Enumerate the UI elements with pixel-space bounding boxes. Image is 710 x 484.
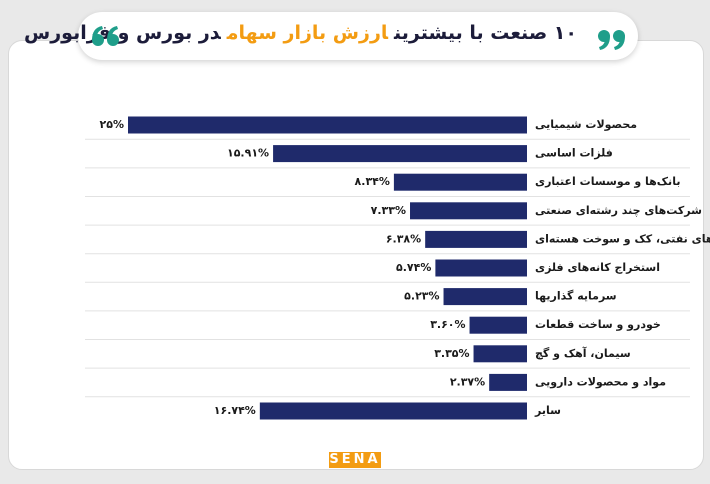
- value-label: ۲.۳۷%: [450, 375, 485, 388]
- category-label: سایر: [534, 404, 561, 417]
- quote-left: [92, 26, 119, 46]
- bar: [489, 373, 527, 391]
- value-label: ۱۵.۹۱%: [227, 147, 269, 160]
- chart-title: ۱۰ صنعت با بیشترینارزش بازار سهامدر بورس…: [24, 22, 580, 44]
- category-label: فلزات اساسی: [535, 147, 613, 160]
- value-label: ۵.۲۳%: [404, 290, 439, 303]
- quote-right: [598, 30, 625, 50]
- title-part: ۱۰ صنعت با بیشترین: [394, 22, 577, 44]
- bar: [469, 316, 527, 334]
- value-label: ۳.۳۵%: [434, 347, 469, 360]
- value-label: ۳.۶۰%: [430, 318, 465, 331]
- bar: [473, 345, 527, 363]
- bar: [128, 116, 527, 134]
- title-banner: [78, 12, 638, 60]
- value-label: ۶.۳۸%: [386, 232, 421, 245]
- category-label: بانک‌ها و موسسات اعتباری: [535, 175, 680, 188]
- bar: [443, 288, 527, 306]
- bar: [425, 230, 527, 248]
- logo: SENA: [329, 452, 381, 468]
- value-label: ۲۵%: [100, 118, 124, 131]
- value-label: ۷.۳۳%: [371, 204, 406, 217]
- value-label: ۱۶.۷۴%: [214, 404, 256, 417]
- category-label: شرکت‌های چند رشته‌ای صنعتی: [535, 204, 702, 217]
- category-label: محصولات شیمیایی: [535, 118, 637, 131]
- bar: [259, 402, 527, 420]
- category-label: مواد و محصولات دارویی: [535, 375, 666, 388]
- title-part: در بورس و فرابورس: [24, 22, 221, 44]
- value-label: ۸.۳۴%: [355, 175, 390, 188]
- bar: [393, 173, 527, 191]
- card: [8, 40, 704, 470]
- category-label: فراورده‌های نفتی، کک و سوخت هسته‌ای: [535, 232, 710, 245]
- category-label: خودرو و ساخت قطعات: [535, 318, 661, 331]
- category-label: سرمایه گذاریها: [535, 290, 617, 303]
- bar: [410, 202, 527, 220]
- category-label: سیمان، آهک و گچ: [535, 346, 631, 360]
- bar: [435, 259, 527, 277]
- bar: [273, 145, 527, 163]
- category-label: استخراج کانه‌های فلزی: [535, 261, 660, 275]
- value-label: ۵.۷۴%: [396, 261, 431, 274]
- title-part: ارزش بازار سهام: [226, 22, 389, 44]
